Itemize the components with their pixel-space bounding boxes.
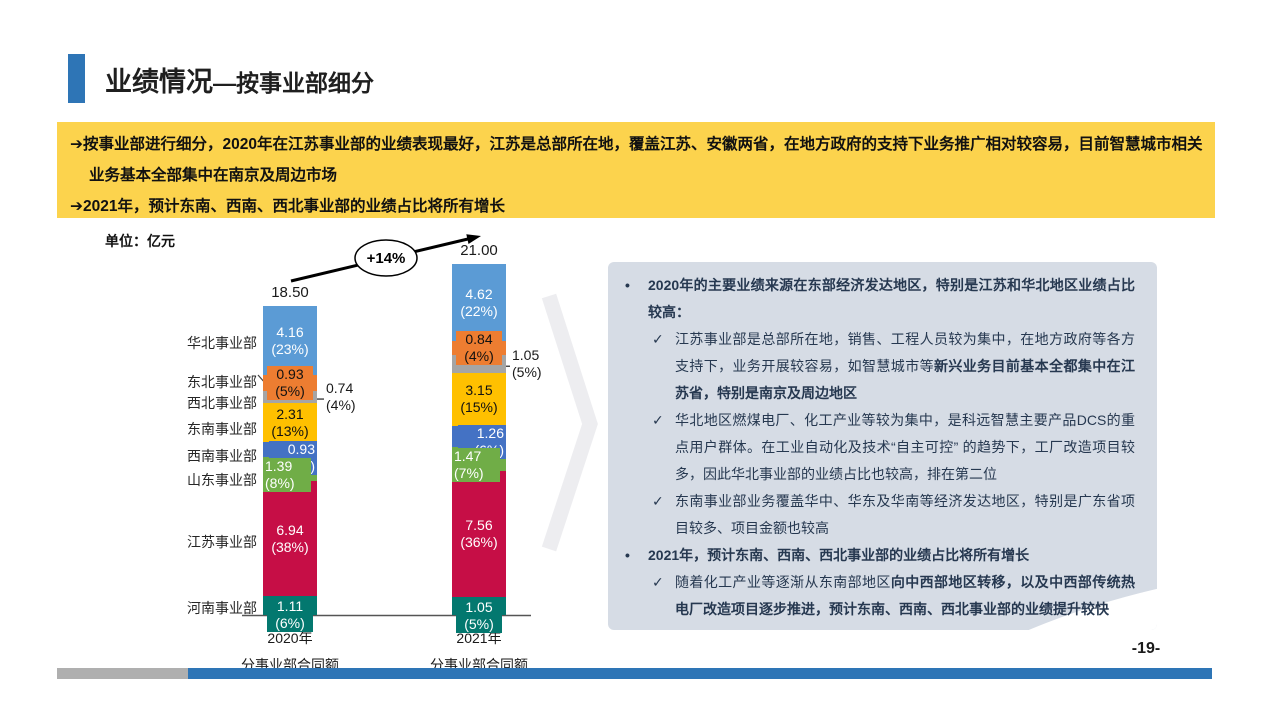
bar-segment-东南事业部 <box>452 373 506 426</box>
segment-label-东北事业部: 0.93 (5%) <box>267 366 313 401</box>
commentary-text: 东南事业部业务覆盖华中、华东及华南等经济发达地区，特别是广东省项目较多、项目金额… <box>675 493 1135 536</box>
footer-blue-bar <box>188 668 1212 679</box>
category-label-东北事业部: 东北事业部 <box>187 374 257 391</box>
category-label-华北事业部: 华北事业部 <box>187 334 257 351</box>
banner-bullet-1: ➔按事业部进行细分，2020年在江苏事业部的业绩表现最好，江苏是总部所在地，覆盖… <box>70 136 1203 184</box>
category-label-山东事业部: 山东事业部 <box>187 471 257 488</box>
commentary-item-1: • 2020年的主要业绩来源在东部经济发达地区，特别是江苏和华北地区业绩占比较高： <box>625 272 1135 326</box>
bar-segment-华北事业部 <box>452 264 506 342</box>
bar-segment-江苏事业部 <box>263 480 317 597</box>
bar-total-2020年: 18.50 <box>271 283 309 301</box>
segment-label-东南事业部: 3.15 (15%) <box>460 382 498 416</box>
commentary-item-6: ✓ 随着化工产业等逐渐从东南部地区向中西部地区转移，以及中西部传统热电厂改造项目逐… <box>652 569 1135 623</box>
commentary-text: 随着化工产业等逐渐从东南部地区向中西部地区转移，以及中西部传统热电厂改造项目逐步… <box>675 574 1136 617</box>
x-axis-label-2021年: 2021年 <box>456 630 502 646</box>
page-title-secondary: —按事业部细分 <box>213 70 374 96</box>
footer-gray-bar <box>57 668 188 679</box>
category-label-河南事业部: 河南事业部 <box>187 599 257 616</box>
category-label-西北事业部: 西北事业部 <box>187 395 257 412</box>
transition-chevron-icon <box>541 293 598 552</box>
bar-segment-华北事业部 <box>263 305 317 376</box>
summary-banner: ➔按事业部进行细分，2020年在江苏事业部的业绩表现最好，江苏是总部所在地，覆盖… <box>57 122 1215 218</box>
bullet-icon: • <box>625 547 630 563</box>
title-accent-bar <box>68 54 85 103</box>
growth-label: +14% <box>367 250 406 267</box>
segment-label-华北事业部: 4.62 (22%) <box>460 285 498 319</box>
commentary-list: • 2020年的主要业绩来源在东部经济发达地区，特别是江苏和华北地区业绩占比较高：… <box>608 262 1157 623</box>
check-icon: ✓ <box>652 574 664 590</box>
commentary-item-5: • 2021年，预计东南、西南、西北事业部的业绩占比将所有增长 <box>625 542 1135 569</box>
arrow-bullet-icon: ➔ <box>70 136 83 153</box>
commentary-panel: • 2020年的主要业绩来源在东部经济发达地区，特别是江苏和华北地区业绩占比较高：… <box>608 262 1157 630</box>
growth-ellipse <box>354 239 418 277</box>
segment-label-华北事业部: 4.16 (23%) <box>271 323 309 357</box>
commentary-item-2: ✓ 江苏事业部是总部所在地，销售、工程人员较为集中，在地方政府等各方支持下，业务开… <box>652 326 1135 407</box>
segment-label-河南事业部: 1.11 (6%) <box>267 598 313 633</box>
segment-label-山东事业部: 1.47 (7%) <box>452 447 500 482</box>
segment-label-山东事业部: 1.39 (8%) <box>263 458 311 493</box>
segment-label-河南事业部: 1.05 (5%) <box>456 599 502 634</box>
commentary-item-3: ✓ 华北地区燃煤电厂、化工产业等较为集中，是科远智慧主要产品DCS的重点用户群体。… <box>652 407 1135 488</box>
check-icon: ✓ <box>652 412 664 428</box>
commentary-text: 2021年，预计东南、西南、西北事业部的业绩占比将所有增长 <box>648 547 1030 563</box>
check-icon: ✓ <box>652 493 664 509</box>
chart-unit-label: 单位：亿元 <box>105 233 175 249</box>
commentary-item-4: ✓ 东南事业部业务覆盖华中、华东及华南等经济发达地区，特别是广东省项目较多、项目金… <box>652 488 1135 542</box>
segment-outside-label-西北事业部: 0.74 (4%) <box>326 380 356 414</box>
segment-label-江苏事业部: 6.94 (38%) <box>271 521 309 555</box>
page-title-primary: 业绩情况 <box>105 67 213 97</box>
segment-outside-label-西北事业部: 1.05 (5%) <box>512 347 542 381</box>
bar-segment-东南事业部 <box>263 403 317 442</box>
page-number: -19- <box>1131 640 1161 657</box>
check-icon: ✓ <box>652 331 664 347</box>
commentary-text: 华北地区燃煤电厂、化工产业等较为集中，是科远智慧主要产品DCS的重点用户群体。在… <box>675 412 1135 482</box>
commentary-text: 2020年的主要业绩来源在东部经济发达地区，特别是江苏和华北地区业绩占比较高： <box>648 277 1135 320</box>
bar-total-2021年: 21.00 <box>460 242 498 260</box>
segment-label-东南事业部: 2.31 (13%) <box>271 405 309 439</box>
segment-label-江苏事业部: 7.56 (36%) <box>460 517 498 551</box>
banner-bullet-2: ➔2021年，预计东南、西南、西北事业部的业绩占比将所有增长 <box>70 198 505 215</box>
bar-segment-江苏事业部 <box>452 471 506 598</box>
segment-label-东北事业部: 0.84 (4%) <box>456 331 502 366</box>
page-title: 业绩情况—按事业部细分 <box>105 60 374 99</box>
commentary-text: 江苏事业部是总部所在地，销售、工程人员较为集中，在地方政府等各方支持下，业务开展… <box>675 331 1136 401</box>
category-label-江苏事业部: 江苏事业部 <box>187 533 257 550</box>
category-label-西南事业部: 西南事业部 <box>187 447 257 464</box>
arrow-bullet-icon: ➔ <box>70 198 83 215</box>
category-label-东南事业部: 东南事业部 <box>187 420 257 437</box>
x-axis-label-2020年: 2020年 <box>267 630 313 646</box>
bullet-icon: • <box>625 277 630 293</box>
